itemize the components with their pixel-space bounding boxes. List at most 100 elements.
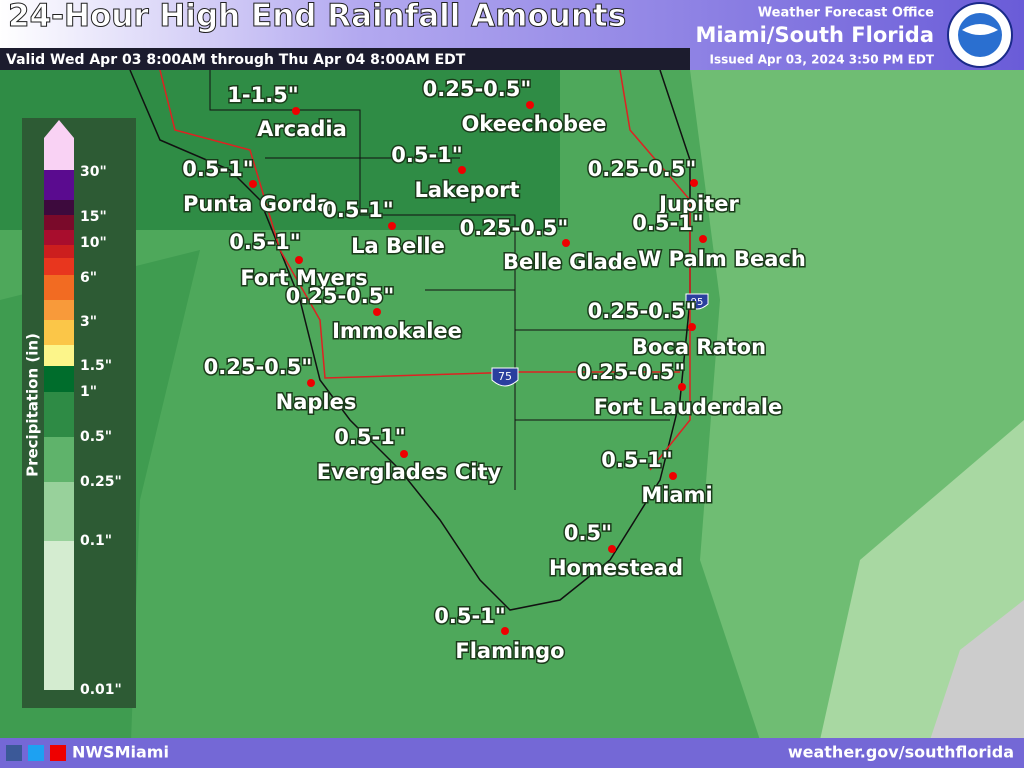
office: Miami/South Florida <box>695 23 934 47</box>
city-dot <box>688 323 696 331</box>
rainfall-amount: 0.5-1" <box>229 230 300 254</box>
rainfall-amount: 0.25-0.5" <box>588 299 697 323</box>
city-name: Lakeport <box>414 178 519 202</box>
legend-label: Precipitation (in) <box>24 333 42 477</box>
legend-tick: 10" <box>80 235 107 251</box>
legend-tick: 0.5" <box>80 429 112 445</box>
rainfall-amount: 0.5-1" <box>601 448 672 472</box>
legend-band <box>44 200 74 215</box>
city-dot <box>400 450 408 458</box>
legend: Precipitation (in) 30" 15" 10" 6" 3" 1.5" 1" 0.… <box>22 118 136 708</box>
rainfall-amount: 1-1.5" <box>227 83 298 107</box>
legend-band <box>44 300 74 320</box>
city-dot <box>373 308 381 316</box>
legend-band <box>44 138 74 170</box>
city-name: Arcadia <box>257 117 347 141</box>
city-name: Flamingo <box>455 639 564 663</box>
rainfall-amount: 0.25-0.5" <box>423 77 532 101</box>
city-name: Homestead <box>549 556 683 580</box>
legend-tick: 30" <box>80 164 107 180</box>
rainfall-amount: 0.5-1" <box>434 604 505 628</box>
legend-band <box>44 230 74 245</box>
youtube-icon[interactable] <box>50 745 66 761</box>
legend-band <box>44 275 74 300</box>
legend-band <box>44 366 74 392</box>
city-name: La Belle <box>351 234 445 258</box>
rainfall-amount: 0.5-1" <box>334 425 405 449</box>
no-data <box>930 600 1024 740</box>
legend-band <box>44 437 74 482</box>
rainfall-amount: 0.5-1" <box>322 198 393 222</box>
city-dot <box>458 166 466 174</box>
website[interactable]: weather.gov/southflorida <box>788 743 1014 762</box>
city-name: Fort Lauderdale <box>594 395 782 419</box>
facebook-icon[interactable] <box>6 745 22 761</box>
city-dot <box>307 379 315 387</box>
legend-band <box>44 392 74 437</box>
city-dot <box>562 239 570 247</box>
nws-logo <box>947 2 1013 68</box>
rainfall-amount: 0.25-0.5" <box>588 157 697 181</box>
legend-panel <box>22 118 136 708</box>
rainfall-amount: 0.5-1" <box>632 211 703 235</box>
city-dot <box>669 472 677 480</box>
city-name: Punta Gorda <box>183 192 331 216</box>
city-name: W Palm Beach <box>638 247 806 271</box>
social-handle[interactable]: NWSMiami <box>72 743 169 762</box>
valid-time: Valid Wed Apr 03 8:00AM through Thu Apr … <box>6 52 466 68</box>
legend-band <box>44 170 74 200</box>
legend-band <box>44 320 74 345</box>
legend-tick: 3" <box>80 314 97 330</box>
rainfall-amount: 0.5" <box>564 521 612 545</box>
title: 24-Hour High End Rainfall Amounts <box>8 0 626 34</box>
legend-band <box>44 482 74 541</box>
office-line: Weather Forecast Office <box>758 6 934 21</box>
footer <box>0 738 1024 768</box>
city-name: Miami <box>641 483 712 507</box>
county-lines <box>209 70 690 490</box>
city-dot <box>690 179 698 187</box>
valid-bar <box>0 48 690 70</box>
coastline <box>129 69 691 611</box>
shield-label: 75 <box>498 370 512 383</box>
city-dot <box>526 101 534 109</box>
city-name: Okeechobee <box>461 112 606 136</box>
rainfall-amount: 0.25-0.5" <box>577 360 686 384</box>
rainfall-amount: 0.5-1" <box>182 157 253 181</box>
shield-95: 95 <box>685 293 709 310</box>
city-name: Fort Myers <box>240 266 367 290</box>
city-dot <box>678 383 686 391</box>
city-name: Boca Raton <box>632 335 766 359</box>
city-name: Immokalee <box>332 319 462 343</box>
city-dot <box>388 222 396 230</box>
twitter-icon[interactable] <box>28 745 44 761</box>
legend-tick: 1.5" <box>80 358 112 374</box>
rainfall-amount: 0.5-1" <box>391 143 462 167</box>
legend-tick: 6" <box>80 270 97 286</box>
legend-band <box>44 258 74 275</box>
city-dot <box>608 545 616 553</box>
legend-band <box>44 215 74 230</box>
city-dot <box>699 235 707 243</box>
city-dot <box>501 627 509 635</box>
legend-band <box>44 245 74 258</box>
rainfall-amount: 0.25-0.5" <box>286 284 395 308</box>
city-dot <box>295 256 303 264</box>
legend-tick: 1" <box>80 384 97 400</box>
city-name: Everglades City <box>317 460 502 484</box>
shield-75: 75 <box>491 367 519 387</box>
legend-band <box>44 345 74 366</box>
legend-tick: 0.1" <box>80 533 112 549</box>
roads <box>159 69 691 471</box>
issued: Issued Apr 03, 2024 3:50 PM EDT <box>710 53 935 67</box>
rainfall-amount: 0.25-0.5" <box>460 216 569 240</box>
city-dot <box>249 180 257 188</box>
shield-label: 95 <box>691 297 704 308</box>
legend-band <box>44 541 74 690</box>
city-name: Belle Glade <box>503 250 637 274</box>
legend-tick: 0.01" <box>80 682 122 698</box>
city-name: Naples <box>276 390 357 414</box>
